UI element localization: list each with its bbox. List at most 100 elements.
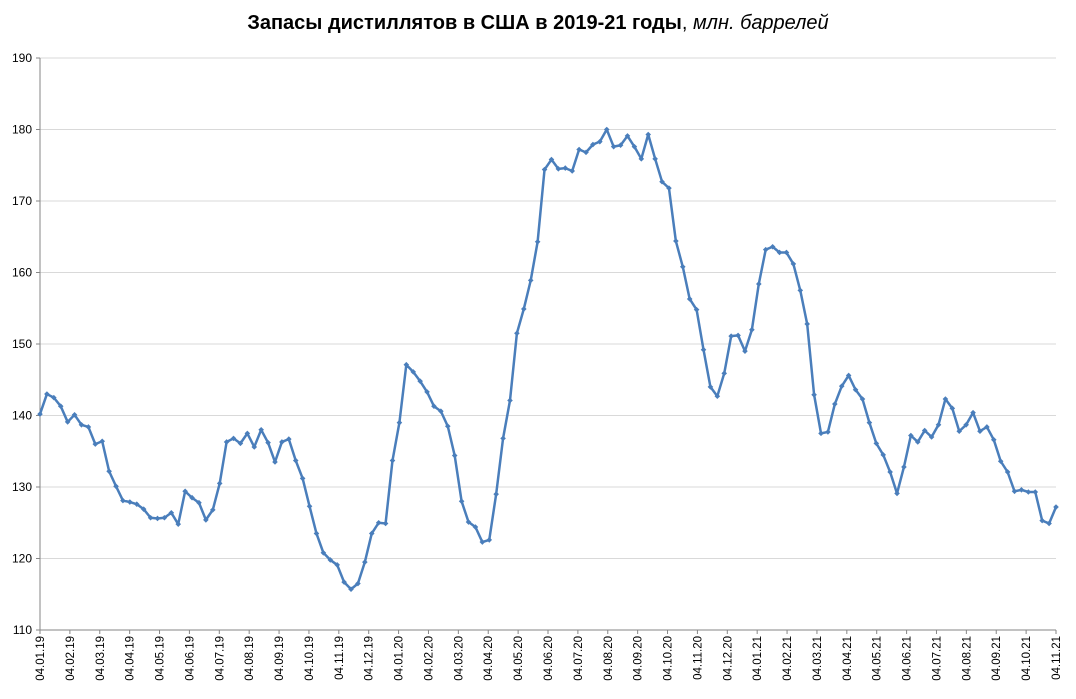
x-tick-label: 04.09.19: [274, 636, 286, 681]
data-point: [652, 156, 658, 162]
data-point: [493, 491, 499, 497]
x-tick-label: 04.10.21: [1021, 636, 1033, 681]
x-tick-label: 04.12.20: [722, 636, 734, 681]
y-tick-label: 140: [12, 409, 32, 423]
data-point: [362, 559, 368, 565]
data-point: [85, 424, 92, 430]
data-point: [527, 277, 534, 284]
data-point: [852, 386, 859, 393]
data-point: [714, 393, 721, 399]
gridlines: [40, 57, 1056, 559]
data-point: [935, 421, 942, 428]
x-tick-label: 04.01.21: [752, 636, 764, 681]
x-tick-label: 04.08.20: [603, 636, 615, 681]
chart-title-main: Запасы дистиллятов в США в 2019-21 годы: [247, 12, 682, 34]
x-tick-label: 04.06.20: [543, 636, 555, 681]
data-point: [196, 499, 202, 506]
x-tick-label: 04.05.21: [872, 636, 884, 681]
data-point: [562, 165, 569, 171]
data-point: [57, 403, 64, 410]
series-line: [38, 128, 1058, 591]
data-point: [569, 168, 575, 174]
data-point: [949, 405, 956, 412]
data-point: [838, 383, 845, 389]
y-tick-label: 160: [12, 266, 32, 280]
data-point: [659, 178, 665, 185]
x-tick-label: 04.04.20: [483, 636, 495, 681]
data-point: [389, 457, 396, 464]
data-point: [120, 497, 126, 504]
data-point: [818, 430, 824, 437]
data-point: [1018, 487, 1025, 493]
x-tick-label: 04.08.19: [244, 636, 256, 681]
x-tick-label: 04.10.19: [304, 636, 316, 681]
x-tick-label: 04.03.20: [453, 636, 465, 681]
data-point: [486, 537, 493, 543]
data-point: [37, 411, 43, 417]
data-point: [908, 432, 914, 439]
x-tick-label: 04.08.21: [961, 636, 973, 681]
data-point: [51, 394, 57, 401]
data-point: [44, 391, 50, 397]
data-point: [873, 440, 880, 447]
data-point: [106, 468, 112, 475]
x-tick-label: 04.03.21: [812, 636, 824, 681]
data-point: [355, 580, 361, 587]
data-point: [1025, 489, 1032, 495]
data-point: [576, 146, 582, 153]
data-point: [140, 506, 147, 512]
data-point: [866, 419, 873, 426]
data-point: [686, 296, 693, 302]
data-point: [458, 498, 465, 505]
data-point: [617, 142, 624, 149]
data-point: [990, 437, 997, 443]
data-point: [749, 326, 755, 333]
data-point: [444, 423, 451, 430]
x-tick-label: 04.01.20: [394, 636, 406, 681]
x-tick-label: 04.03.19: [95, 636, 107, 681]
data-point: [1046, 520, 1052, 527]
data-point: [970, 409, 976, 416]
data-point: [597, 138, 603, 145]
data-point: [769, 243, 776, 250]
x-tick-label: 04.04.19: [125, 636, 137, 681]
data-point: [306, 503, 313, 510]
data-point: [279, 439, 285, 445]
chart-title: Запасы дистиллятов в США в 2019-21 годы,…: [247, 12, 829, 34]
x-tick-label: 04.09.21: [991, 636, 1003, 681]
data-point: [64, 419, 71, 425]
data-point: [1039, 517, 1045, 524]
data-point: [963, 421, 969, 428]
data-point: [500, 435, 506, 442]
x-tick-label: 04.06.19: [184, 636, 196, 681]
data-point: [631, 143, 638, 150]
x-tick-label: 04.07.20: [573, 636, 585, 681]
data-point: [797, 287, 804, 294]
data-point: [825, 429, 831, 435]
data-point: [175, 521, 182, 527]
data-point: [299, 475, 306, 482]
data-point: [341, 579, 347, 585]
data-point: [534, 238, 541, 245]
data-point: [845, 372, 852, 379]
y-tick-label: 110: [13, 623, 32, 637]
x-tick-label: 04.11.19: [334, 636, 346, 680]
data-point: [272, 459, 278, 465]
data-point: [721, 370, 728, 377]
data-point: [1032, 489, 1039, 495]
data-point: [230, 435, 237, 442]
data-point: [811, 391, 817, 398]
data-point: [783, 249, 790, 256]
x-tick-label: 04.07.21: [931, 636, 943, 681]
data-point: [251, 444, 258, 450]
data-point: [673, 238, 679, 244]
data-point: [583, 149, 589, 156]
x-axis-ticks: 04.01.19 04.02.19 04.03.19 04.04.19 04.05.19…: [35, 630, 1063, 681]
y-tick-label: 170: [12, 194, 32, 208]
data-point: [424, 389, 430, 395]
y-tick-label: 180: [12, 123, 32, 137]
data-point: [645, 131, 652, 138]
data-point: [127, 499, 133, 505]
data-point: [693, 306, 700, 313]
